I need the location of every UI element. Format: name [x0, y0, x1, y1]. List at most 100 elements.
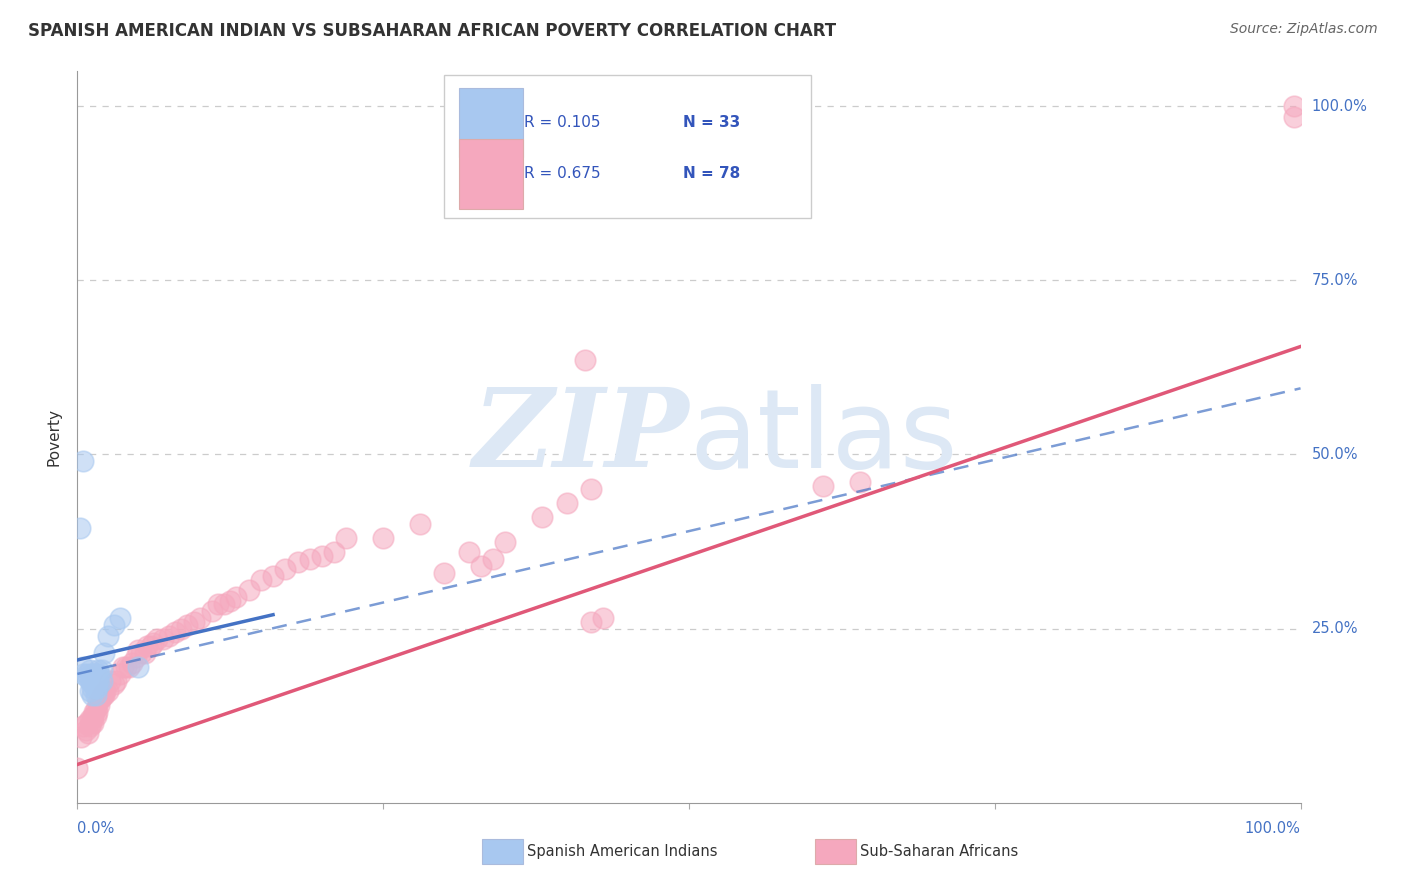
Point — [103, 618, 125, 632]
Point — [79, 684, 101, 698]
Point — [165, 625, 187, 640]
FancyBboxPatch shape — [444, 75, 811, 218]
Point — [142, 635, 165, 649]
Text: 75.0%: 75.0% — [1312, 273, 1358, 288]
Point — [121, 657, 143, 671]
Point — [97, 629, 120, 643]
Point — [84, 681, 107, 695]
FancyBboxPatch shape — [458, 139, 523, 209]
Point — [207, 597, 229, 611]
Y-axis label: Poverty: Poverty — [46, 408, 62, 467]
Point — [77, 726, 100, 740]
Point — [94, 684, 117, 698]
Point — [201, 604, 224, 618]
Text: Sub-Saharan Africans: Sub-Saharan Africans — [860, 845, 1019, 859]
Point — [238, 583, 260, 598]
Point — [146, 632, 169, 646]
Point — [108, 611, 131, 625]
Text: N = 78: N = 78 — [683, 166, 740, 181]
Point — [80, 715, 103, 730]
Point — [457, 545, 479, 559]
Point — [72, 719, 94, 733]
Point — [409, 517, 432, 532]
Point — [82, 670, 104, 684]
Point — [72, 660, 94, 674]
Point — [69, 521, 91, 535]
Text: atlas: atlas — [689, 384, 957, 491]
Point — [125, 649, 148, 664]
Text: ZIP: ZIP — [472, 384, 689, 491]
Point — [89, 667, 111, 681]
Point — [86, 681, 108, 695]
Point — [76, 667, 98, 681]
Point — [79, 712, 101, 726]
Text: N = 33: N = 33 — [683, 115, 740, 130]
Point — [574, 353, 596, 368]
Point — [579, 615, 602, 629]
Point — [262, 569, 284, 583]
Point — [82, 708, 104, 723]
Point — [531, 510, 554, 524]
Point — [80, 673, 103, 688]
Point — [134, 646, 156, 660]
Point — [76, 670, 98, 684]
Point — [108, 667, 131, 681]
Point — [84, 673, 107, 688]
Text: SPANISH AMERICAN INDIAN VS SUBSAHARAN AFRICAN POVERTY CORRELATION CHART: SPANISH AMERICAN INDIAN VS SUBSAHARAN AF… — [28, 22, 837, 40]
Point — [82, 715, 104, 730]
Point — [90, 691, 112, 706]
Point — [139, 639, 162, 653]
Text: 100.0%: 100.0% — [1244, 821, 1301, 836]
Point — [89, 698, 111, 713]
Point — [66, 761, 89, 775]
Point — [188, 611, 211, 625]
Text: 25.0%: 25.0% — [1312, 621, 1358, 636]
Point — [86, 705, 108, 719]
Point — [274, 562, 297, 576]
Point — [555, 496, 578, 510]
Point — [83, 705, 105, 719]
Point — [103, 677, 125, 691]
Point — [470, 558, 492, 573]
Point — [335, 531, 357, 545]
Point — [82, 677, 104, 691]
Point — [298, 552, 321, 566]
Point — [225, 591, 247, 605]
Point — [91, 688, 114, 702]
Point — [93, 646, 115, 660]
Point — [592, 611, 614, 625]
Text: R = 0.105: R = 0.105 — [524, 115, 600, 130]
Point — [323, 545, 346, 559]
Point — [129, 646, 152, 660]
Point — [371, 531, 394, 545]
Point — [72, 454, 94, 468]
Point — [87, 695, 110, 709]
Text: 0.0%: 0.0% — [77, 821, 114, 836]
Point — [157, 629, 180, 643]
Text: 50.0%: 50.0% — [1312, 447, 1358, 462]
Point — [76, 715, 98, 730]
Point — [80, 712, 103, 726]
Point — [176, 618, 198, 632]
Point — [87, 673, 110, 688]
Point — [183, 615, 205, 629]
Point — [93, 688, 115, 702]
Point — [86, 673, 108, 688]
Point — [127, 660, 149, 674]
Text: R = 0.675: R = 0.675 — [524, 166, 600, 181]
Point — [79, 673, 101, 688]
Point — [118, 660, 141, 674]
Text: Source: ZipAtlas.com: Source: ZipAtlas.com — [1230, 22, 1378, 37]
Point — [90, 673, 112, 688]
Point — [75, 723, 97, 737]
Point — [127, 642, 149, 657]
Point — [80, 667, 103, 681]
Point — [579, 483, 602, 497]
FancyBboxPatch shape — [458, 87, 523, 157]
Point — [170, 622, 193, 636]
Point — [98, 673, 121, 688]
Point — [250, 573, 273, 587]
Point — [219, 594, 242, 608]
Point — [84, 688, 107, 702]
Point — [287, 556, 309, 570]
